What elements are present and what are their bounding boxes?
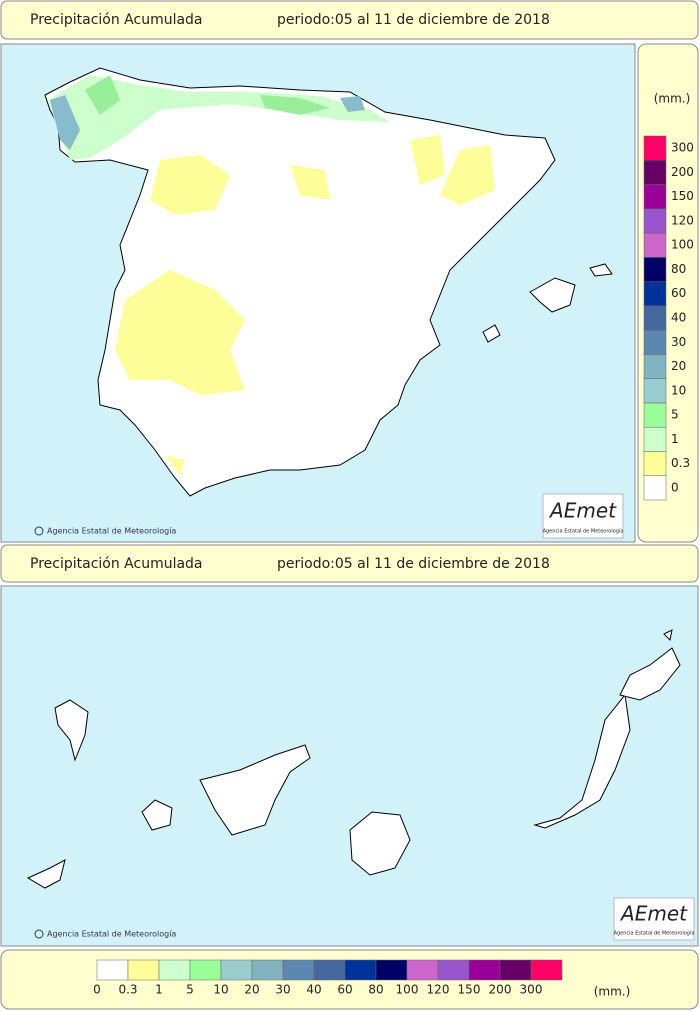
legend-label: 300 — [520, 983, 543, 997]
header-title: Precipitación Acumulada — [30, 12, 203, 28]
legend-swatch — [643, 184, 667, 210]
legend-swatch — [96, 959, 129, 981]
legend-label: 60 — [671, 286, 686, 300]
legend-swatch — [643, 305, 667, 331]
bottom-legend: 0 0.3 1 5 10 20 30 40 60 80 100 120 150 200 300 — [93, 959, 563, 997]
lanzarote — [619, 647, 681, 701]
legend-swatch — [643, 426, 667, 452]
mallorca — [529, 277, 576, 313]
la-graciosa — [663, 629, 673, 642]
menorca — [589, 263, 613, 277]
credit: Agencia Estatal de Meteorología — [47, 527, 176, 536]
legend-label: 40 — [306, 983, 321, 997]
legend-label: 20 — [671, 359, 686, 373]
legend-swatch — [643, 232, 667, 258]
legend-label: 5 — [671, 408, 679, 422]
legend-label: 10 — [213, 983, 228, 997]
legend-label: 200 — [489, 983, 512, 997]
copyright-symbol — [34, 526, 44, 536]
header-bar — [0, 544, 699, 583]
legend-label: 30 — [275, 983, 290, 997]
legend-swatch — [643, 378, 667, 404]
fuerteventura — [533, 693, 631, 829]
canarias-map-frame — [0, 585, 699, 947]
legend-label: 300 — [671, 141, 694, 155]
legend-swatch — [189, 959, 222, 981]
legend-label: 5 — [186, 983, 194, 997]
la-palma — [54, 699, 89, 762]
legend-swatch — [220, 959, 253, 981]
legend-label: 100 — [671, 238, 694, 252]
legend-swatch — [643, 160, 667, 185]
legend-swatch — [643, 281, 667, 307]
legend-swatch — [406, 959, 439, 981]
logo: AEmet — [619, 902, 688, 926]
legend-unit: (mm.) — [594, 985, 631, 999]
header-title: Precipitación Acumulada — [30, 556, 203, 572]
el-hierro — [26, 859, 66, 889]
header-bar — [0, 0, 699, 40]
peninsula-map — [44, 67, 613, 497]
legend-swatch — [530, 959, 563, 981]
legend-swatch — [643, 354, 667, 379]
legend-label: 0.3 — [671, 456, 690, 470]
tenerife — [199, 744, 311, 836]
legend-swatch — [282, 959, 315, 981]
legend-label: 200 — [671, 165, 694, 179]
rain-area — [115, 135, 495, 475]
legend-label: 1 — [155, 983, 163, 997]
logo: AEmet — [548, 499, 617, 523]
la-gomera — [141, 799, 173, 831]
legend-swatch — [468, 959, 501, 981]
logo-box — [542, 493, 624, 539]
legend-swatch — [313, 959, 346, 981]
legend-swatch — [344, 959, 377, 981]
legend-unit: (mm.) — [654, 92, 691, 106]
rain-area — [48, 75, 390, 160]
legend-label: 120 — [427, 983, 450, 997]
header-period: periodo:05 al 11 de diciembre de 2018 — [277, 556, 550, 572]
logo-box — [613, 897, 695, 941]
legend-label: 100 — [396, 983, 419, 997]
legend-label: 0 — [93, 983, 101, 997]
legend-swatch — [643, 257, 667, 282]
header-period: periodo:05 al 11 de diciembre de 2018 — [277, 12, 550, 28]
legend-label: 80 — [368, 983, 383, 997]
legend-label: 0 — [671, 480, 679, 494]
side-legend: 0 0.3 1 5 10 20 30 40 60 80 100 120 150 200 300 — [643, 135, 694, 501]
legend-swatch — [643, 329, 667, 355]
rain-area — [85, 75, 330, 115]
legend-swatch — [158, 959, 191, 981]
legend-swatch — [251, 959, 284, 981]
legend-label: 40 — [671, 311, 686, 325]
legend-swatch — [127, 959, 160, 981]
canarias-map — [26, 629, 681, 889]
credit: Agencia Estatal de Meteorología — [47, 930, 176, 939]
legend-label: 1 — [671, 432, 679, 446]
legend-swatch — [499, 959, 532, 981]
legend-label: 150 — [458, 983, 481, 997]
legend-swatch — [437, 959, 470, 981]
legend-swatch — [643, 402, 667, 428]
legend-swatch — [643, 208, 667, 234]
ibiza — [482, 324, 501, 343]
legend-label: 30 — [671, 335, 686, 349]
logo-caption: Agencia Estatal de Meteorología — [614, 930, 695, 937]
legend-label: 10 — [671, 383, 686, 397]
logo-caption: Agencia Estatal de Meteorología — [543, 528, 624, 535]
legend-label: 150 — [671, 189, 694, 203]
legend-swatch — [643, 475, 667, 501]
gran-canaria — [349, 811, 411, 876]
legend-swatch — [643, 135, 667, 161]
legend-label: 120 — [671, 213, 694, 227]
legend-label: 60 — [337, 983, 352, 997]
legend-swatch — [375, 959, 408, 981]
copyright-symbol — [34, 929, 44, 939]
legend-label: 80 — [671, 262, 686, 276]
legend-label: 20 — [244, 983, 259, 997]
legend-label: 0.3 — [118, 983, 137, 997]
legend-swatch — [643, 451, 667, 476]
